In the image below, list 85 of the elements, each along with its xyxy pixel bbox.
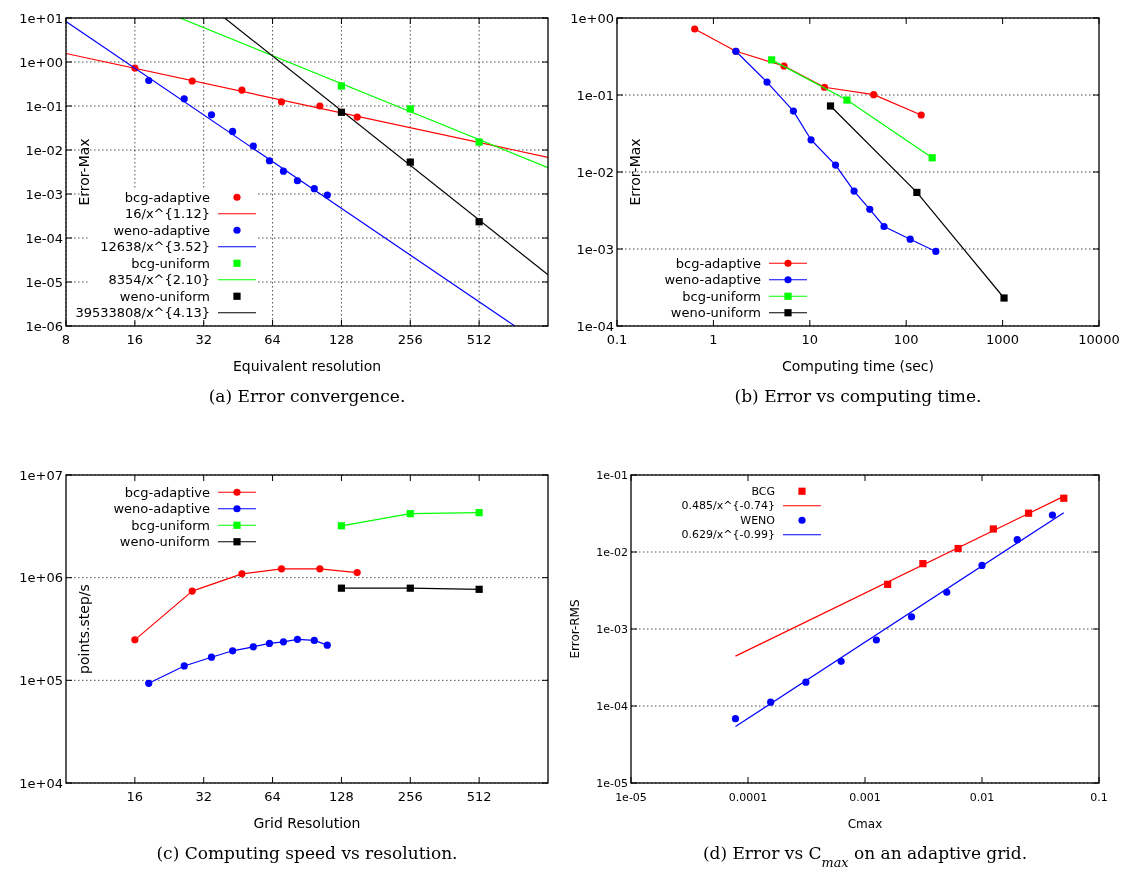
legend-label: bcg-uniform (682, 288, 761, 304)
legend-label: 0.485/x^{-0.74} (681, 499, 775, 513)
x-axis-title: Grid Resolution (253, 815, 361, 831)
y-tick-label: 1e-05 (596, 776, 628, 790)
legend-label: WENO (740, 513, 776, 527)
x-tick-label: 1 (709, 332, 718, 347)
y-tick-label: 1e+07 (19, 467, 63, 483)
legend-label: 16/x^{1.12} (125, 206, 210, 222)
text: (a) Error convergence. (208, 386, 406, 406)
y-tick-label: 1e-03 (576, 241, 614, 257)
point (731, 715, 740, 723)
x-tick-label: 256 (397, 789, 423, 804)
legend-label: weno-adaptive (113, 222, 210, 238)
point (1013, 536, 1021, 544)
y-tick-label: 1e+00 (570, 10, 614, 26)
x-tick-label: 1e-05 (615, 791, 647, 804)
x-tick-label: 0.1 (1090, 791, 1108, 804)
x-axis-title: Equivalent resolution (232, 358, 382, 374)
legend-label: weno-adaptive (664, 272, 761, 288)
legend-label: 8354/x^{2.10} (108, 272, 210, 288)
y-tick-label: 1e+04 (19, 775, 63, 791)
legend-label: bcg-adaptive (124, 189, 210, 205)
point (837, 657, 845, 665)
y-tick-label: 1e-01 (596, 468, 628, 482)
x-tick-label: 32 (195, 332, 212, 347)
x-tick-label: 512 (466, 789, 492, 804)
y-tick-label: 1e+06 (19, 570, 63, 586)
x-tick-label: 256 (397, 332, 423, 347)
x-tick-label: 0.1 (606, 332, 628, 347)
legend-label: bcg-uniform (131, 255, 210, 271)
y-tick-label: 1e-03 (596, 622, 628, 636)
x-axis-title: Cmax (847, 817, 883, 831)
y-tick-label: 1e-05 (25, 274, 63, 290)
y-tick-label: 1e-02 (25, 142, 63, 158)
x-tick-label: 10 (801, 332, 819, 347)
legend-label: 0.629/x^{-0.99} (681, 528, 775, 542)
x-axis-title: Computing time (sec) (782, 358, 934, 374)
x-tick-label: 0.001 (849, 791, 881, 804)
legend-label: bcg-adaptive (675, 255, 761, 271)
y-tick-label: 1e-02 (596, 545, 628, 559)
x-tick-label: 100 (893, 332, 919, 347)
y-tick-label: 1e-03 (25, 186, 63, 202)
y-tick-label: 1e-04 (596, 699, 628, 713)
x-tick-label: 1000 (986, 332, 1020, 347)
point (943, 588, 951, 596)
x-tick-label: 128 (329, 332, 354, 347)
y-axis-title: Error-Max (627, 138, 643, 206)
legend-label: 39533808/x^{4.13} (75, 305, 210, 321)
legend-label: weno-uniform (670, 305, 761, 321)
legend-label: weno-uniform (119, 288, 210, 304)
text: (d) Error vs C$_{max}$ on an adaptive grid. (702, 843, 1028, 870)
y-tick-label: 1e-01 (25, 98, 63, 114)
x-tick-label: 16 (126, 789, 144, 804)
x-tick-label: 10000 (1078, 332, 1120, 347)
x-tick-label: 0.01 (969, 791, 995, 804)
y-tick-label: 1e+05 (19, 672, 63, 688)
y-axis-title: Error-Max (76, 138, 92, 206)
y-axis-title: Error-RMS (568, 599, 582, 659)
x-tick-label: 64 (264, 789, 281, 804)
x-tick-label: 64 (264, 332, 281, 347)
y-tick-label: 1e+01 (19, 10, 63, 26)
legend-label: weno-adaptive (113, 501, 210, 517)
y-tick-label: 1e+00 (19, 54, 63, 70)
legend-label: bcg-adaptive (124, 484, 210, 500)
legend-label: 12638/x^{3.52} (100, 239, 210, 255)
x-tick-label: 32 (195, 789, 212, 804)
y-tick-label: 1e-06 (25, 318, 63, 334)
x-tick-label: 8 (61, 332, 71, 347)
text: (b) Error vs computing time. (734, 386, 982, 406)
x-tick-label: 0.0001 (728, 791, 768, 804)
y-tick-label: 1e-01 (576, 87, 614, 103)
y-tick-label: 1e-04 (576, 318, 614, 334)
legend-label: bcg-uniform (131, 517, 210, 533)
x-tick-label: 512 (466, 332, 492, 347)
y-tick-label: 1e-02 (576, 164, 614, 180)
legend-label: BCG (751, 484, 775, 498)
legend-label: weno-uniform (119, 534, 210, 550)
point (1048, 511, 1057, 519)
y-tick-label: 1e-04 (25, 230, 63, 246)
point (907, 613, 916, 621)
x-tick-label: 128 (329, 789, 354, 804)
point (872, 636, 880, 644)
text: (c) Computing speed vs resolution. (156, 843, 458, 863)
y-axis-title: points.step/s (76, 584, 92, 674)
x-tick-label: 16 (126, 332, 144, 347)
